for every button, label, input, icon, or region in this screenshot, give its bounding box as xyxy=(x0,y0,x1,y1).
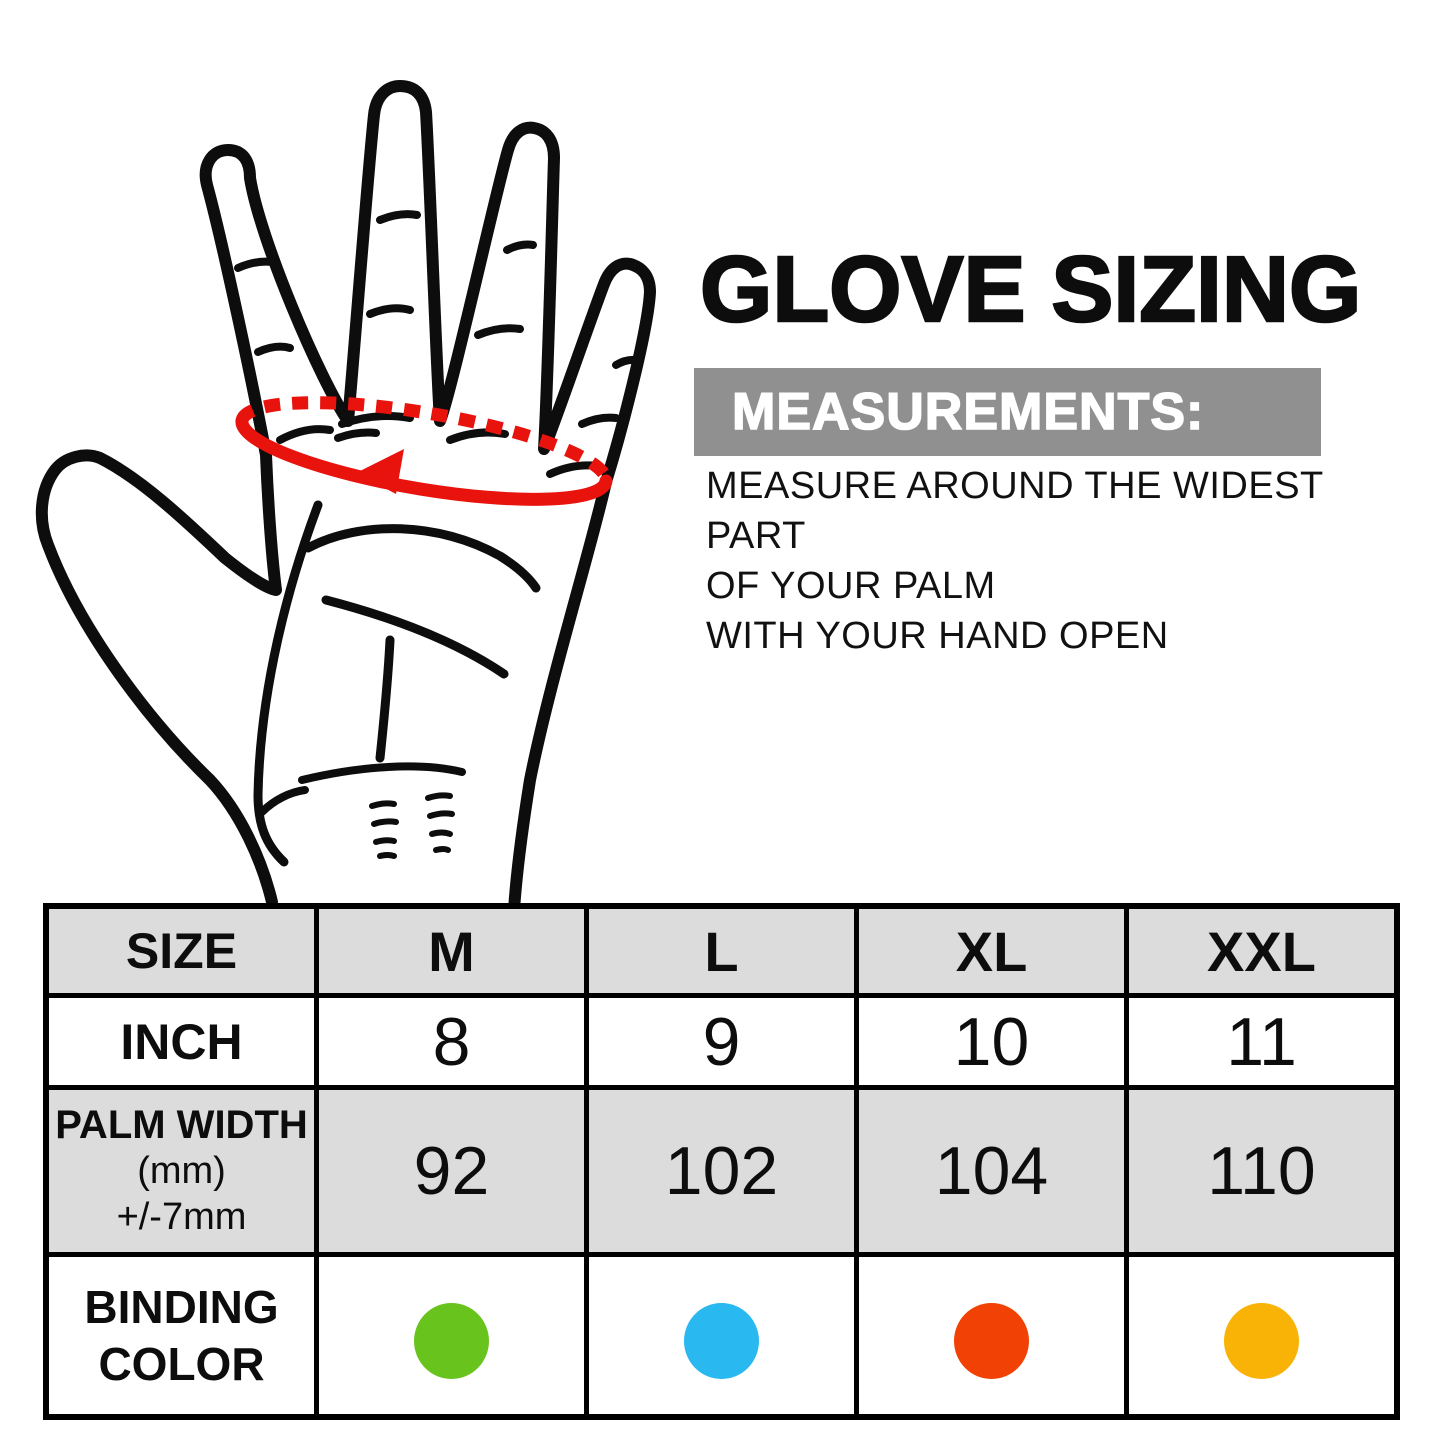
binding-color-dot-blue xyxy=(684,1302,759,1379)
table-binding-color-label: BINDING COLOR xyxy=(49,1257,314,1414)
table-header-size-m: M xyxy=(319,909,584,993)
table-palm-width-value-m: 92 xyxy=(319,1090,584,1252)
instruction-line: WITH YOUR HAND OPEN xyxy=(706,615,1169,657)
table-binding-color-xxl xyxy=(1129,1257,1394,1414)
measurements-banner: MEASUREMENTS: xyxy=(694,368,1321,456)
instruction-line: OF YOUR PALM xyxy=(706,565,996,607)
table-header-size-xxl: XXL xyxy=(1129,909,1394,993)
measurements-banner-label: MEASUREMENTS: xyxy=(731,382,1205,442)
wrist-wrinkle-dashes xyxy=(369,792,455,859)
table-header-size-label: SIZE xyxy=(49,909,314,993)
table-binding-color-xl xyxy=(859,1257,1124,1414)
table-binding-color-l xyxy=(589,1257,854,1414)
glove-sizing-table: SIZE M L XL XXL INCH 8 9 10 11 xyxy=(43,903,1400,1420)
measure-ellipse-solid-arc xyxy=(235,414,613,506)
table-palm-width-value-xxl: 110 xyxy=(1129,1090,1394,1252)
hand-illustration xyxy=(35,80,656,905)
binding-color-dot-yellow xyxy=(1224,1302,1299,1379)
finger-crease-lines xyxy=(234,210,640,428)
measure-instructions: MEASURE AROUND THE WIDEST PART OF YOUR P… xyxy=(706,461,1426,661)
binding-color-dot-green xyxy=(414,1302,489,1379)
table-palm-width-value-xl: 104 xyxy=(859,1090,1124,1252)
table-inch-value-l: 9 xyxy=(589,998,854,1085)
binding-color-dot-orange xyxy=(954,1302,1029,1379)
page-title: GLOVE SIZING xyxy=(699,237,1363,341)
table-binding-color-m xyxy=(319,1257,584,1414)
table-header-size-xl: XL xyxy=(859,909,1124,993)
palm-lines xyxy=(253,500,541,867)
wrist-crease-lines xyxy=(258,762,466,816)
hand-outline-shape xyxy=(35,80,656,905)
table-palm-width-value-l: 102 xyxy=(589,1090,854,1252)
measure-ellipse-dashed-arc xyxy=(235,396,613,482)
table-inch-value-xxl: 11 xyxy=(1129,998,1394,1085)
knuckle-crease-lines xyxy=(276,412,602,478)
table-inch-value-m: 8 xyxy=(319,998,584,1085)
table-inch-value-xl: 10 xyxy=(859,998,1124,1085)
table-palm-width-label: PALM WIDTH (mm) +/-7mm xyxy=(49,1090,314,1252)
table-inch-label: INCH xyxy=(49,998,314,1085)
table-header-size-l: L xyxy=(589,909,854,993)
measure-arrowhead-icon xyxy=(356,449,404,494)
instruction-line: MEASURE AROUND THE WIDEST PART xyxy=(706,465,1324,557)
